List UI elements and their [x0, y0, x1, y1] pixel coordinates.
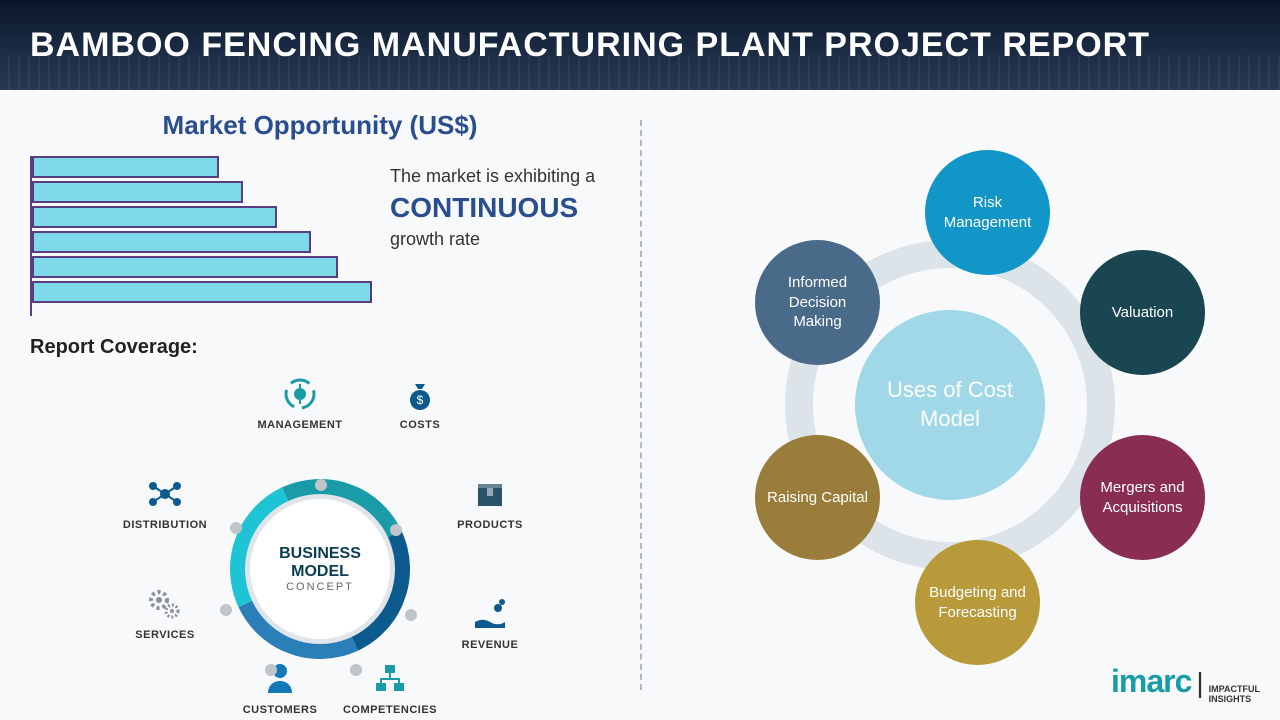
ring-dot: [405, 609, 417, 621]
bm-center-line2: MODEL: [291, 563, 349, 581]
bm-item-label: CUSTOMERS: [243, 704, 318, 716]
business-model-center: BUSINESS MODEL CONCEPT: [245, 494, 395, 644]
bm-item-label: REVENUE: [462, 639, 519, 651]
growth-text-block: The market is exhibiting a CONTINUOUS gr…: [390, 156, 595, 316]
box-icon: [470, 474, 510, 514]
cost-node-label: Mergers and Acquisitions: [1090, 478, 1195, 517]
org-chart-icon: [370, 659, 410, 699]
header-bar: BAMBOO FENCING MANUFACTURING PLANT PROJE…: [0, 0, 1280, 90]
growth-line-1: The market is exhibiting a: [390, 166, 595, 187]
cost-node-risk-management: Risk Management: [925, 150, 1050, 275]
bm-item-costs: $ COSTS: [370, 374, 470, 431]
logo-brand-text: imarc: [1111, 663, 1191, 700]
cost-model-diagram: Uses of Cost Model Risk Management Valuat…: [680, 130, 1240, 690]
right-panel: Uses of Cost Model Risk Management Valuat…: [640, 90, 1280, 720]
logo-tagline-1: IMPACTFUL: [1209, 684, 1260, 694]
logo-tagline: IMPACTFUL INSIGHTS: [1209, 685, 1260, 705]
cost-node-valuation: Valuation: [1080, 250, 1205, 375]
business-model-diagram: BUSINESS MODEL CONCEPT MANAGEMENT $ COSTS D…: [30, 349, 610, 689]
bm-item-label: COSTS: [400, 419, 440, 431]
chart-bar: [32, 281, 372, 303]
bm-item-distribution: DISTRIBUTION: [115, 474, 215, 531]
bm-item-label: DISTRIBUTION: [123, 519, 207, 531]
page-title: BAMBOO FENCING MANUFACTURING PLANT PROJE…: [30, 26, 1150, 65]
bm-item-label: COMPETENCIES: [343, 704, 437, 716]
cost-node-label: Raising Capital: [767, 488, 868, 508]
market-chart-title: Market Opportunity (US$): [30, 110, 610, 141]
bm-item-management: MANAGEMENT: [250, 374, 350, 431]
bm-item-label: MANAGEMENT: [257, 419, 342, 431]
cost-node-raising-capital: Raising Capital: [755, 435, 880, 560]
left-panel: Market Opportunity (US$) The market is e…: [0, 90, 640, 720]
content-area: Market Opportunity (US$) The market is e…: [0, 90, 1280, 720]
chart-bar: [32, 156, 219, 178]
bm-item-label: SERVICES: [135, 629, 194, 641]
logo-divider: |: [1196, 667, 1203, 699]
cost-node-label: Risk Management: [935, 193, 1040, 232]
ring-dot: [220, 604, 232, 616]
ring-dot: [390, 524, 402, 536]
cost-node-label: Valuation: [1112, 303, 1173, 323]
bm-item-services: SERVICES: [115, 584, 215, 641]
chart-bar: [32, 231, 311, 253]
bm-item-customers: CUSTOMERS: [230, 659, 330, 716]
ring-dot: [230, 522, 242, 534]
brand-logo: imarc | IMPACTFUL INSIGHTS: [1111, 663, 1260, 705]
hand-coins-icon: [470, 594, 510, 634]
cost-node-budgeting-and-forecasting: Budgeting and Forecasting: [915, 540, 1040, 665]
cost-node-mergers-and-acquisitions: Mergers and Acquisitions: [1080, 435, 1205, 560]
bm-item-revenue: REVENUE: [440, 594, 540, 651]
growth-line-2: CONTINUOUS: [390, 192, 595, 224]
money-bag-icon: $: [400, 374, 440, 414]
bm-item-products: PRODUCTS: [440, 474, 540, 531]
bulb-cycle-icon: [280, 374, 320, 414]
bar-chart-bars: [30, 156, 370, 316]
gears-icon: [145, 584, 185, 624]
bm-center-line1: BUSINESS: [279, 545, 361, 563]
cost-model-center-label: Uses of Cost Model: [855, 376, 1045, 433]
market-chart: The market is exhibiting a CONTINUOUS gr…: [30, 156, 610, 316]
svg-text:$: $: [417, 393, 424, 407]
ring-dot: [315, 479, 327, 491]
cost-node-label: Budgeting and Forecasting: [925, 583, 1030, 622]
chart-bar: [32, 181, 243, 203]
bm-item-label: PRODUCTS: [457, 519, 523, 531]
ring-dot: [265, 664, 277, 676]
cost-model-center: Uses of Cost Model: [855, 310, 1045, 500]
bm-center-line3: CONCEPT: [286, 581, 354, 593]
growth-line-3: growth rate: [390, 229, 595, 250]
ring-dot: [350, 664, 362, 676]
cost-node-label: Informed Decision Making: [765, 273, 870, 332]
logo-tagline-2: INSIGHTS: [1209, 694, 1252, 704]
chart-bar: [32, 256, 338, 278]
cost-node-informed-decision-making: Informed Decision Making: [755, 240, 880, 365]
chart-bar: [32, 206, 277, 228]
network-icon: [145, 474, 185, 514]
